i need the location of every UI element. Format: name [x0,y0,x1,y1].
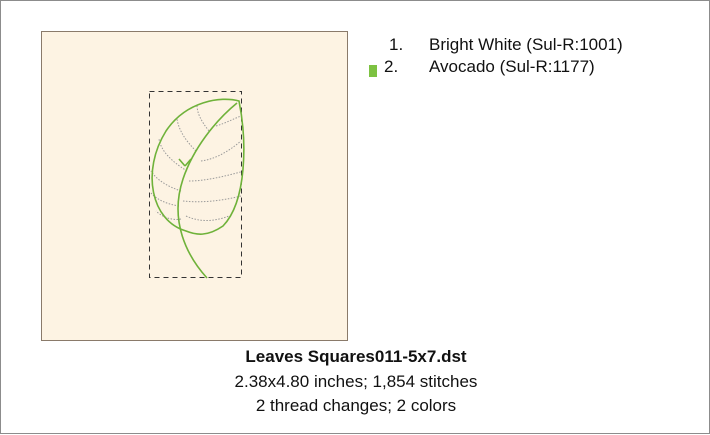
thread-name: Bright White (Sul-R:1001) [429,35,623,54]
leaf-outline [151,98,245,279]
thread-number: 2. [384,57,399,76]
filename: Leaves Squares011-5x7.dst [245,347,467,366]
size-line: 2.38x4.80 inches; 1,854 stitches [234,372,478,391]
thread-number: 1. [389,35,404,54]
thread-name: Avocado (Sul-R:1177) [429,57,595,76]
colors-line: 2 thread changes; 2 colors [255,396,457,415]
hoop-area [41,31,348,341]
thread-swatch [369,65,377,77]
